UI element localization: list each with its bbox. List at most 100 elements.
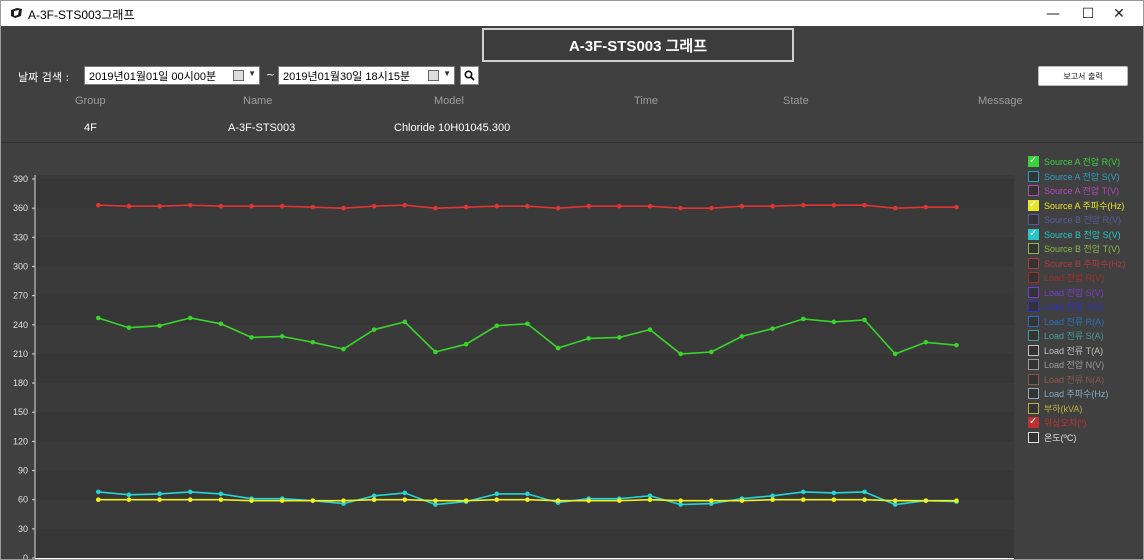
legend-checkbox[interactable]: ✓ bbox=[1028, 228, 1039, 240]
data-point bbox=[371, 327, 377, 332]
legend-item[interactable]: Load 전류 N(A) bbox=[1028, 373, 1140, 386]
legend-item[interactable]: Source B 주파수(Hz) bbox=[1028, 257, 1140, 270]
legend-checkbox[interactable]: ✓ bbox=[1028, 155, 1039, 167]
legend-item[interactable]: Load 전류 R(A) bbox=[1028, 315, 1140, 328]
legend-label: Load 전류 S(A) bbox=[1044, 331, 1104, 341]
data-point bbox=[923, 498, 929, 503]
legend-checkbox[interactable] bbox=[1028, 185, 1039, 196]
data-point bbox=[770, 493, 775, 499]
group-value: 4F bbox=[84, 122, 97, 134]
data-point bbox=[709, 205, 714, 211]
legend-checkbox[interactable] bbox=[1028, 301, 1039, 312]
y-tick-label: 360 bbox=[13, 203, 28, 213]
legend-item[interactable]: 부하(kVA) bbox=[1028, 402, 1140, 415]
data-point bbox=[157, 491, 162, 497]
grid-band bbox=[35, 412, 1014, 442]
data-point bbox=[647, 497, 653, 502]
legend-item[interactable]: Source B 전압 R(V) bbox=[1028, 213, 1140, 226]
data-point bbox=[555, 345, 561, 351]
data-point bbox=[678, 205, 683, 211]
data-point bbox=[433, 498, 438, 503]
search-button[interactable] bbox=[460, 66, 479, 85]
data-point bbox=[341, 498, 346, 503]
legend-checkbox[interactable] bbox=[1028, 431, 1039, 443]
chevron-down-icon[interactable]: ▼ bbox=[443, 69, 451, 78]
data-point bbox=[279, 498, 285, 503]
legend-checkbox[interactable] bbox=[1028, 330, 1039, 341]
legend-item[interactable]: Source A 전압 S(V) bbox=[1028, 170, 1140, 183]
legend-label: Load 전압 S(V) bbox=[1044, 287, 1104, 298]
legend-checkbox[interactable] bbox=[1028, 243, 1039, 254]
legend-item[interactable]: ✓ Source A 주파수(Hz) bbox=[1028, 199, 1140, 212]
legend-item[interactable]: Load 주파수(Hz) bbox=[1028, 387, 1140, 400]
legend-item[interactable]: Source B 전압 T(V) bbox=[1028, 242, 1140, 255]
legend-item[interactable]: ✓ Source B 전압 S(V) bbox=[1028, 228, 1140, 241]
data-point bbox=[647, 493, 653, 499]
y-tick-label: 0 bbox=[23, 553, 28, 559]
y-tick-label: 180 bbox=[13, 378, 28, 388]
legend-checkbox[interactable] bbox=[1028, 402, 1039, 414]
legend-checkbox[interactable] bbox=[1028, 286, 1039, 298]
report-print-button[interactable]: 보고서 출력 bbox=[1038, 66, 1128, 86]
legend-checkbox[interactable] bbox=[1028, 359, 1039, 370]
legend-checkbox[interactable]: ✓ bbox=[1028, 416, 1039, 428]
legend-label: Load 전류 R(A) bbox=[1044, 316, 1105, 327]
legend-label: Load 전류 N(A) bbox=[1044, 374, 1105, 385]
legend-item[interactable]: ✓ 위상오차(º) bbox=[1028, 416, 1140, 429]
legend-item[interactable]: Load 전압 R(V) bbox=[1028, 271, 1140, 284]
legend-checkbox[interactable]: ✓ bbox=[1028, 199, 1039, 211]
calendar-icon[interactable] bbox=[233, 70, 244, 81]
legend-checkbox[interactable] bbox=[1028, 373, 1039, 385]
data-point bbox=[157, 203, 162, 209]
data-point bbox=[96, 489, 101, 495]
y-tick-label: 300 bbox=[13, 261, 28, 271]
data-point bbox=[249, 335, 254, 340]
legend-checkbox[interactable] bbox=[1028, 257, 1039, 269]
grid-band bbox=[35, 353, 1014, 384]
maximize-button[interactable]: ☐ bbox=[1081, 5, 1095, 22]
data-point bbox=[341, 205, 346, 211]
divider bbox=[1, 142, 1143, 143]
legend-item[interactable]: Load 전압 T(V) bbox=[1028, 300, 1140, 313]
check-icon: ✓ bbox=[1029, 155, 1038, 166]
data-point bbox=[249, 498, 254, 503]
data-point bbox=[954, 342, 959, 348]
data-point bbox=[494, 203, 500, 209]
legend-label: Load 주파수(Hz) bbox=[1044, 389, 1109, 399]
data-point bbox=[709, 349, 714, 355]
end-date-picker[interactable]: 2019년01월30일 18시15분 ▼ bbox=[278, 66, 455, 85]
legend-checkbox[interactable] bbox=[1028, 170, 1039, 182]
line-chart: 030609012015018021024027030033036039013:… bbox=[13, 174, 1014, 559]
start-date-picker[interactable]: 2019년01월01일 00시00분 ▼ bbox=[84, 66, 260, 85]
calendar-icon[interactable] bbox=[428, 70, 439, 81]
data-point bbox=[586, 203, 591, 209]
data-point bbox=[402, 490, 408, 496]
legend-checkbox[interactable] bbox=[1028, 315, 1039, 327]
legend-checkbox[interactable] bbox=[1028, 388, 1039, 399]
data-point bbox=[96, 315, 101, 321]
legend-item[interactable]: Load 전류 S(A) bbox=[1028, 329, 1140, 342]
legend-checkbox[interactable] bbox=[1028, 214, 1039, 225]
data-point bbox=[371, 493, 377, 499]
legend-item[interactable]: Load 전류 T(A) bbox=[1028, 344, 1140, 357]
legend-label: 위상오차(º) bbox=[1044, 418, 1087, 428]
legend-checkbox[interactable] bbox=[1028, 344, 1039, 356]
legend-label: Load 전압 N(V) bbox=[1044, 360, 1105, 370]
data-point bbox=[279, 203, 285, 209]
legend-item[interactable]: Load 전압 N(V) bbox=[1028, 358, 1140, 371]
y-tick-label: 150 bbox=[13, 407, 28, 417]
data-point bbox=[525, 321, 530, 327]
chevron-down-icon[interactable]: ▼ bbox=[248, 69, 256, 78]
minimize-button[interactable]: — bbox=[1046, 5, 1060, 22]
search-icon bbox=[464, 70, 475, 81]
name-value: A-3F-STS003 bbox=[228, 122, 296, 134]
legend-label: Source A 주파수(Hz) bbox=[1044, 200, 1125, 211]
close-button[interactable]: ✕ bbox=[1113, 5, 1125, 22]
legend-item[interactable]: ✓ Source A 전압 R(V) bbox=[1028, 155, 1140, 168]
legend-label: Source B 전압 S(V) bbox=[1044, 229, 1121, 240]
legend-item[interactable]: Load 전압 S(V) bbox=[1028, 286, 1140, 299]
legend-label: 부하(kVA) bbox=[1044, 403, 1083, 414]
legend-checkbox[interactable] bbox=[1028, 272, 1039, 283]
legend-item[interactable]: Source A 전압 T(V) bbox=[1028, 184, 1140, 197]
legend-item[interactable]: 온도(ºC) bbox=[1028, 431, 1140, 444]
